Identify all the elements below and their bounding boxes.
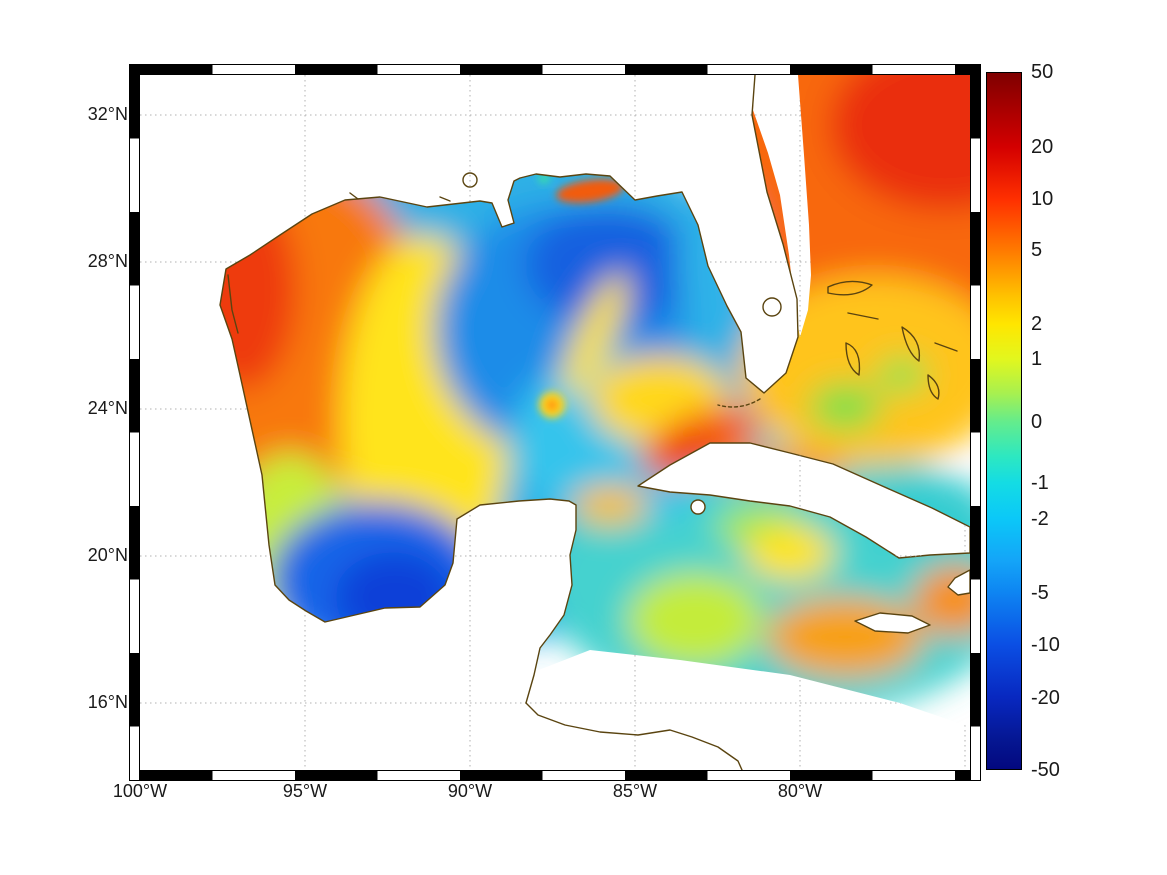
colorbar-tick-label: -5 — [1031, 582, 1049, 604]
no-data-band-east-florida — [753, 75, 811, 337]
map-canvas — [140, 75, 970, 770]
lake-okeechobee — [762, 297, 782, 317]
colorbar-tick-label: -50 — [1031, 759, 1060, 781]
colorbar-gradient — [986, 72, 1022, 770]
lat-tick-label-20n: 20°N — [87, 545, 128, 565]
coastal-detail-1 — [349, 192, 359, 200]
mainland-land — [140, 75, 798, 770]
lon-tick-label-95w: 95°W — [282, 781, 328, 801]
colorbar-tick-label: 10 — [1031, 188, 1054, 210]
lat-tick-label-32n: 32°N — [87, 104, 128, 124]
lat-tick-label-24n: 24°N — [87, 398, 128, 418]
islands — [462, 172, 970, 634]
texas-lagoon — [227, 274, 239, 334]
lon-tick-label-100w: 100°W — [112, 781, 168, 801]
colorbar-tick-label: 2 — [1031, 313, 1043, 335]
colorbar-tick-label: -2 — [1031, 508, 1049, 530]
honduras-coastline — [525, 702, 743, 770]
hispaniola-edge — [947, 569, 970, 596]
no-data-caribbean-south — [526, 650, 970, 770]
colorbar-tick-label: 1 — [1031, 348, 1043, 370]
land-mask — [140, 75, 970, 770]
map-frame — [129, 64, 981, 781]
lat-tick-label-16n: 16°N — [87, 692, 128, 712]
isle-of-youth-island — [690, 499, 706, 515]
map-frame-top — [129, 64, 981, 75]
lon-tick-label-85w: 85°W — [612, 781, 658, 801]
map-frame-left — [129, 64, 140, 781]
lon-tick-label-90w: 90°W — [447, 781, 493, 801]
colorbar-tick-label: 20 — [1031, 136, 1054, 158]
map-frame-right — [970, 64, 981, 781]
cuba-island — [637, 442, 970, 559]
colorbar-tick-label: 0 — [1031, 411, 1043, 433]
colorbar-tick-label: -20 — [1031, 687, 1060, 709]
colorbar-tick-label: -1 — [1031, 472, 1049, 494]
bahamas-outlines — [827, 280, 958, 400]
jamaica-island — [854, 612, 931, 634]
colorbar-tick-label: -10 — [1031, 634, 1060, 656]
coastal-detail-2 — [439, 196, 451, 202]
colorbar-tick-label: 50 — [1031, 61, 1054, 83]
mainland-coastline — [219, 75, 799, 704]
lon-tick-label-80w: 80°W — [777, 781, 823, 801]
lat-tick-label-28n: 28°N — [87, 251, 128, 271]
colorbar-tick-label: 5 — [1031, 239, 1043, 261]
coastlines — [219, 75, 958, 770]
